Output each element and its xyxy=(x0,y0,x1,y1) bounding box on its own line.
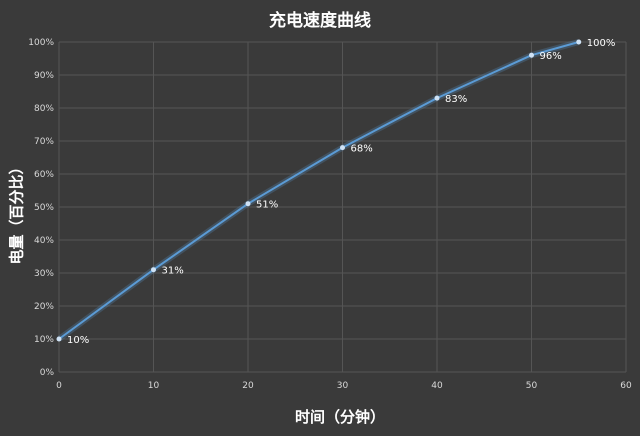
chart-title: 充电速度曲线 xyxy=(269,11,371,31)
data-point xyxy=(151,267,156,273)
y-tick-label: 60% xyxy=(34,170,54,180)
y-tick-label: 20% xyxy=(34,302,54,312)
data-point xyxy=(576,39,582,45)
series-glow xyxy=(57,39,580,342)
x-tick-label: 60 xyxy=(620,381,632,391)
data-label: 68% xyxy=(351,144,373,155)
x-tick-label: 50 xyxy=(526,381,538,391)
data-label: 51% xyxy=(256,200,278,211)
y-tick-label: 70% xyxy=(34,137,54,147)
data-label: 31% xyxy=(162,266,184,277)
y-tick-label: 50% xyxy=(34,203,54,213)
x-tick-label: 20 xyxy=(242,381,254,391)
y-tick-label: 40% xyxy=(34,236,54,246)
y-tick-label: 0% xyxy=(40,368,55,378)
data-point xyxy=(56,336,62,342)
data-point xyxy=(245,201,251,207)
data-label: 96% xyxy=(540,51,562,62)
y-tick-label: 10% xyxy=(34,335,54,345)
data-label: 83% xyxy=(445,94,467,105)
x-tick-label: 10 xyxy=(148,381,160,391)
data-point xyxy=(529,52,534,58)
x-tick-label: 0 xyxy=(56,381,62,391)
data-point xyxy=(340,145,345,151)
y-tick-label: 80% xyxy=(34,104,54,114)
x-tick-label: 30 xyxy=(337,381,349,391)
y-tick-label: 100% xyxy=(28,38,54,48)
data-label: 100% xyxy=(587,38,616,49)
y-tick-label: 90% xyxy=(34,71,54,81)
data-label: 10% xyxy=(67,335,89,346)
series-line xyxy=(58,41,580,340)
y-tick-label: 30% xyxy=(34,269,54,279)
data-point xyxy=(434,95,440,101)
x-tick-label: 40 xyxy=(431,381,443,391)
x-axis-label: 时间（分钟） xyxy=(294,408,385,426)
